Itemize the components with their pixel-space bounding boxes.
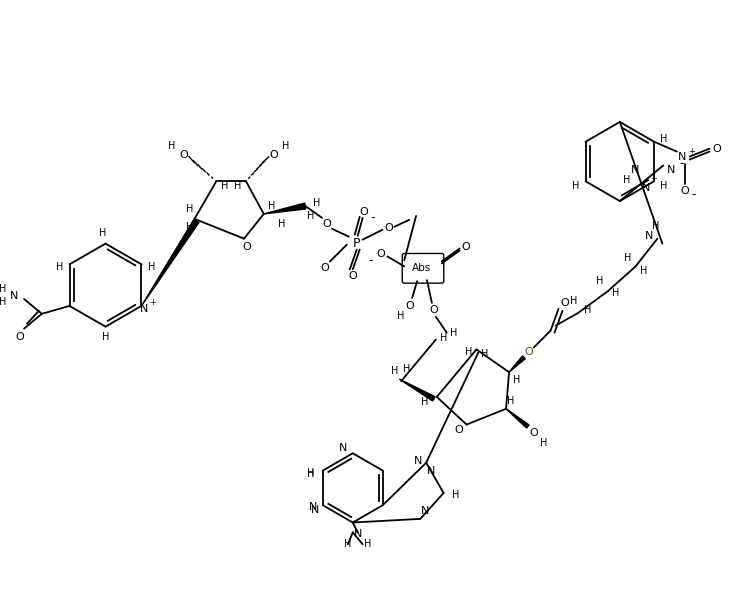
Text: H: H [640, 266, 647, 276]
Text: N: N [311, 505, 319, 515]
Text: N: N [140, 304, 148, 314]
Polygon shape [399, 379, 435, 401]
Text: H: H [0, 284, 6, 294]
Polygon shape [509, 356, 526, 372]
Text: +: + [688, 147, 695, 156]
Text: -: - [692, 188, 696, 201]
Text: H: H [186, 222, 193, 232]
Text: O: O [269, 150, 278, 160]
Text: O: O [560, 298, 569, 308]
Text: N: N [630, 165, 639, 175]
Text: H: H [660, 134, 667, 144]
Text: H: H [612, 288, 620, 298]
Text: O: O [406, 301, 414, 311]
Text: H: H [0, 297, 6, 307]
Text: O: O [461, 242, 470, 251]
Text: O: O [16, 331, 24, 342]
Text: O: O [384, 223, 393, 233]
Text: H: H [186, 204, 193, 214]
Text: O: O [454, 425, 463, 435]
Text: P: P [353, 237, 360, 250]
Text: H: H [235, 181, 242, 191]
Text: H: H [465, 347, 472, 358]
Text: N: N [414, 456, 423, 466]
Text: H: H [624, 254, 632, 263]
Text: H: H [278, 219, 285, 229]
Polygon shape [264, 203, 306, 214]
Text: H: H [56, 263, 64, 272]
Text: H: H [221, 181, 228, 191]
Text: N: N [643, 183, 651, 193]
Text: H: H [307, 469, 314, 479]
Text: H: H [652, 221, 659, 231]
Text: H: H [168, 141, 175, 151]
Text: H: H [390, 366, 398, 376]
Text: N: N [308, 502, 317, 512]
Text: -: - [371, 211, 375, 225]
Text: H: H [314, 198, 321, 208]
Text: O: O [712, 144, 721, 154]
Text: +: + [650, 174, 657, 183]
Text: N: N [645, 230, 654, 241]
Text: O: O [179, 150, 188, 160]
Text: H: H [440, 333, 447, 343]
Text: -: - [368, 254, 373, 267]
Text: O: O [321, 263, 330, 273]
Text: O: O [360, 207, 368, 217]
Polygon shape [506, 409, 529, 428]
Text: H: H [307, 467, 314, 478]
Text: H: H [660, 181, 667, 191]
Text: +: + [149, 298, 156, 308]
Text: H: H [569, 296, 577, 306]
Text: H: H [481, 349, 488, 359]
Text: H: H [540, 438, 548, 448]
Text: O: O [349, 271, 357, 281]
Text: O: O [243, 242, 251, 251]
Text: O: O [529, 428, 538, 438]
Text: H: H [450, 328, 458, 337]
Text: N: N [10, 291, 18, 301]
Text: H: H [513, 375, 520, 385]
Text: H: H [364, 539, 371, 549]
Text: -: - [679, 157, 683, 170]
Text: H: H [585, 305, 592, 315]
Text: H: H [507, 396, 515, 406]
Text: H: H [282, 141, 289, 151]
Text: O: O [322, 219, 331, 229]
Text: H: H [148, 263, 155, 272]
Polygon shape [142, 219, 199, 306]
Text: H: H [102, 331, 109, 342]
Text: N: N [338, 443, 347, 453]
Text: H: H [404, 364, 411, 374]
Text: H: H [572, 181, 580, 191]
Text: H: H [344, 539, 352, 549]
Text: H: H [421, 397, 428, 407]
Text: H: H [306, 211, 314, 221]
Text: H: H [268, 201, 276, 211]
Text: O: O [681, 186, 689, 196]
Text: H: H [452, 490, 459, 500]
Text: N: N [421, 506, 429, 516]
FancyBboxPatch shape [402, 254, 444, 283]
Text: N: N [667, 165, 675, 175]
Text: H: H [596, 276, 604, 286]
Text: H: H [99, 228, 106, 238]
Text: Abs: Abs [412, 263, 431, 273]
Text: O: O [430, 305, 439, 315]
Text: N: N [427, 466, 435, 476]
Text: N: N [354, 529, 362, 539]
Text: O: O [524, 347, 533, 358]
Text: H: H [623, 175, 630, 185]
Text: O: O [376, 249, 385, 260]
Text: N: N [678, 151, 686, 162]
Text: H: H [397, 311, 404, 321]
